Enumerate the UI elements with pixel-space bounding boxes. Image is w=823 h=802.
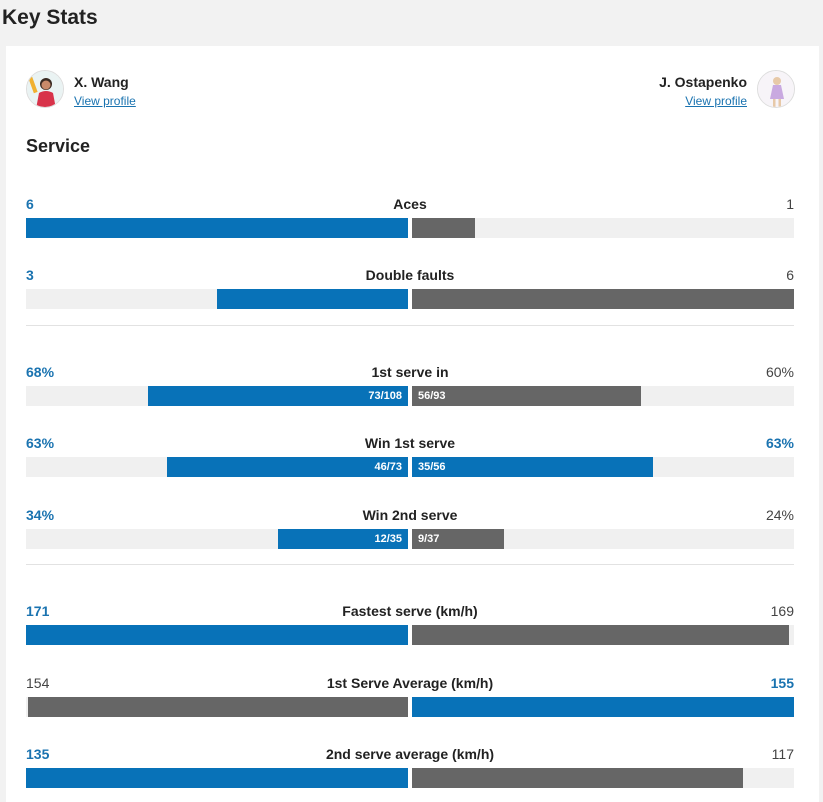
stat-bar-right: 9/37 — [412, 529, 504, 549]
stat-label: Fastest serve (km/h) — [342, 603, 478, 619]
stat-bar-right — [412, 768, 744, 788]
stat-bar-left: 73/108 — [148, 386, 408, 406]
section-title: Service — [26, 136, 91, 156]
key-stats-card: X. Wang View profile J. Ostapenko View p… — [6, 46, 819, 802]
divider — [26, 325, 794, 326]
stat-bar-left: 46/73 — [167, 457, 408, 477]
stat-row: 135 2nd serve average (km/h) 117 — [26, 746, 794, 802]
stat-label: Win 1st serve — [364, 435, 456, 451]
stat-label: Double faults — [365, 267, 455, 283]
stat-detail-right: 35/56 — [418, 461, 446, 473]
stat-row: 171 Fastest serve (km/h) 169 — [26, 603, 794, 659]
stat-row: 154 1st Serve Average (km/h) 155 — [26, 675, 794, 731]
player-right: J. Ostapenko View profile — [649, 70, 795, 109]
player-avatar-right[interactable] — [757, 70, 795, 108]
stat-track-right — [412, 697, 794, 717]
stat-track-left — [26, 697, 408, 717]
stat-label: 1st Serve Average (km/h) — [326, 675, 494, 691]
player-avatar-left[interactable] — [26, 70, 64, 108]
stat-bar-left — [28, 697, 408, 717]
stat-track-right — [412, 625, 794, 645]
divider — [26, 564, 794, 565]
stat-track-right: 56/93 — [412, 386, 794, 406]
stat-bar-right — [412, 289, 794, 309]
stat-value-right: 169 — [770, 603, 794, 619]
stat-value-right: 1 — [786, 196, 794, 212]
stat-value-left: 6 — [26, 196, 34, 212]
stat-detail-right: 56/93 — [418, 390, 446, 402]
stat-track-left: 12/35 — [26, 529, 408, 549]
stat-row: 6 Aces 1 — [26, 196, 794, 252]
stat-value-right: 63% — [765, 435, 794, 451]
stat-detail-left: 73/108 — [368, 390, 402, 402]
stat-value-left: 154 — [26, 675, 50, 691]
player-name-left: X. Wang — [74, 74, 129, 90]
stat-track-right — [412, 218, 794, 238]
stat-value-right: 117 — [771, 746, 794, 762]
stat-value-left: 63% — [26, 435, 55, 451]
stat-label: 2nd serve average (km/h) — [325, 746, 495, 762]
stat-track-left: 73/108 — [26, 386, 408, 406]
view-profile-link-right[interactable]: View profile — [685, 94, 747, 108]
stat-track-right — [412, 289, 794, 309]
stat-value-left: 171 — [26, 603, 50, 619]
player-photo-icon — [27, 71, 63, 107]
stat-bar-right — [412, 697, 794, 717]
stat-value-right: 155 — [770, 675, 794, 691]
stat-row: 34% Win 2nd serve 24% 12/35 9/37 — [26, 507, 794, 563]
player-name-right: J. Ostapenko — [659, 74, 747, 90]
stat-value-right: 6 — [786, 267, 794, 283]
stat-bar-right: 35/56 — [412, 457, 653, 477]
stat-track-right: 35/56 — [412, 457, 794, 477]
player-photo-icon — [758, 71, 794, 107]
stat-bar-right — [412, 218, 476, 238]
stat-value-right: 24% — [765, 507, 794, 523]
stat-bar-right: 56/93 — [412, 386, 642, 406]
view-profile-link-left[interactable]: View profile — [74, 94, 136, 108]
stat-bar-left — [26, 218, 408, 238]
page-title: Key Stats — [2, 6, 98, 29]
stat-track-left — [26, 289, 408, 309]
stat-bar-left — [26, 625, 408, 645]
stat-track-left — [26, 218, 408, 238]
stat-label: Win 2nd serve — [362, 507, 458, 523]
stat-bar-left — [217, 289, 408, 309]
stat-bar-left: 12/35 — [278, 529, 408, 549]
stat-bar-right — [412, 625, 790, 645]
stat-row: 3 Double faults 6 — [26, 267, 794, 323]
stat-detail-right: 9/37 — [418, 533, 440, 545]
player-left: X. Wang View profile — [26, 70, 146, 109]
stat-value-left: 34% — [26, 507, 55, 523]
stat-value-left: 135 — [26, 746, 50, 762]
stat-bar-left — [26, 768, 408, 788]
stat-label: Aces — [393, 196, 427, 212]
stat-value-left: 68% — [26, 364, 55, 380]
stat-track-left — [26, 768, 408, 788]
stat-value-left: 3 — [26, 267, 34, 283]
stat-value-right: 60% — [765, 364, 794, 380]
stat-detail-left: 46/73 — [374, 461, 402, 473]
stat-track-left: 46/73 — [26, 457, 408, 477]
stat-row: 68% 1st serve in 60% 73/108 56/93 — [26, 364, 794, 420]
stat-track-left — [26, 625, 408, 645]
stat-track-right: 9/37 — [412, 529, 794, 549]
stat-label: 1st serve in — [371, 364, 449, 380]
stat-detail-left: 12/35 — [374, 533, 402, 545]
stat-track-right — [412, 768, 794, 788]
stat-row: 63% Win 1st serve 63% 46/73 35/56 — [26, 435, 794, 491]
